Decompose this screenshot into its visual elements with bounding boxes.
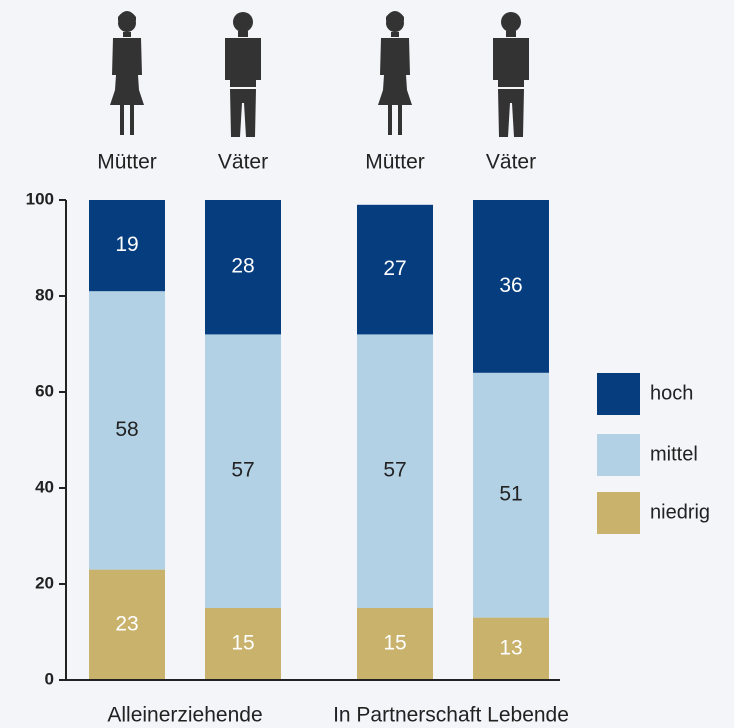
value-label: 13 [499, 636, 522, 659]
y-tick-label: 0 [45, 669, 54, 688]
icon-father [225, 12, 261, 137]
value-label: 15 [231, 632, 254, 655]
icon-father [493, 12, 529, 137]
category-label: Mütter [97, 151, 157, 174]
bar-segment [473, 372, 549, 618]
bar-segment [89, 200, 165, 292]
value-label: 57 [383, 459, 406, 482]
bar-segment [89, 291, 165, 570]
legend-swatch [597, 492, 640, 534]
group-label: In Partnerschaft Lebende [333, 704, 569, 727]
legend-label: hoch [650, 382, 693, 404]
bar-segment [205, 608, 281, 680]
bar-segment [357, 334, 433, 608]
value-label: 27 [383, 257, 406, 280]
group-label: Alleinerziehende [107, 704, 262, 727]
value-label: 57 [231, 459, 254, 482]
legend-swatch [597, 373, 640, 415]
value-label: 23 [115, 612, 138, 635]
bar-segment [205, 200, 281, 335]
value-label: 36 [499, 274, 522, 297]
value-label: 51 [499, 483, 522, 506]
value-label: 15 [383, 632, 406, 655]
y-tick-label: 60 [35, 381, 54, 400]
y-tick-label: 80 [35, 285, 54, 304]
legend-swatch [597, 434, 640, 476]
category-label: Mütter [365, 151, 425, 174]
y-tick-label: 20 [35, 573, 54, 592]
bar-segment [473, 617, 549, 680]
icon-mother [110, 11, 144, 135]
icon-mother [378, 11, 412, 135]
legend-label: niedrig [650, 501, 710, 523]
bar-segment [89, 569, 165, 680]
value-label: 28 [231, 255, 254, 278]
value-label: 19 [115, 233, 138, 256]
bar-segment [357, 204, 433, 335]
bar-segment [473, 200, 549, 373]
category-label: Väter [486, 151, 536, 174]
value-label: 58 [115, 418, 138, 441]
y-tick-label: 100 [26, 189, 54, 208]
bar-segment [357, 608, 433, 680]
category-label: Väter [218, 151, 268, 174]
y-tick-label: 40 [35, 477, 54, 496]
legend-label: mittel [650, 443, 698, 465]
bar-segment [205, 334, 281, 608]
